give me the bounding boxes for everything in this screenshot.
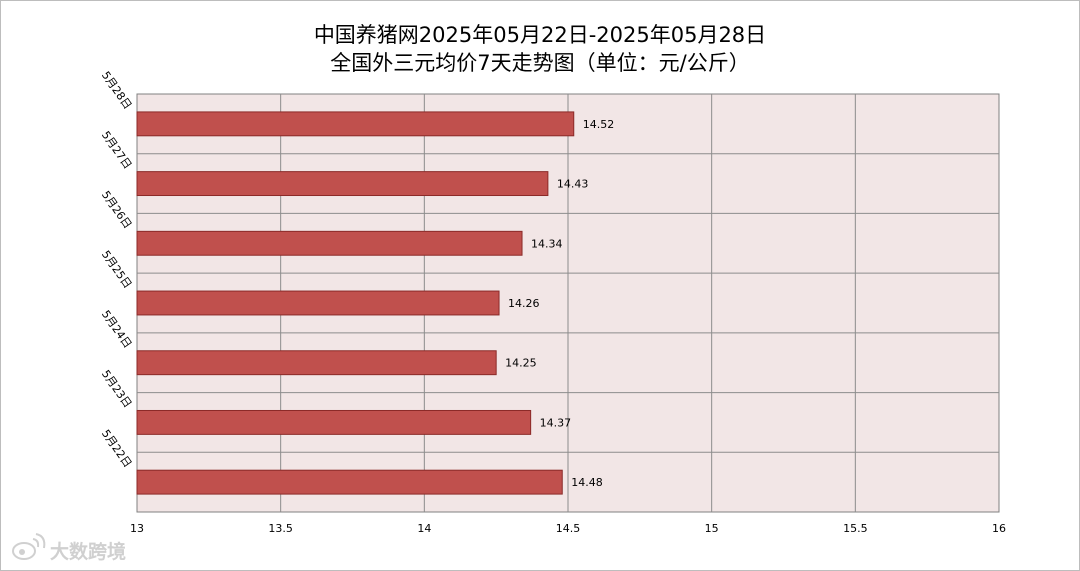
weibo-logo-icon [12,533,46,560]
bar-value-label: 14.34 [531,237,563,250]
bar [136,409,532,435]
bars [136,111,575,495]
x-axis-ticks: 13 13.5 14 14.5 15 15.5 16 [130,522,1006,535]
bar [136,469,563,495]
bar [136,350,497,376]
x-tick-label: 14 [417,522,431,535]
bar [136,171,549,197]
x-tick-label: 16 [992,522,1006,535]
watermark-text: 大数跨境 [50,540,126,563]
bar [136,230,523,256]
chart-title-line1: 中国养猪网2025年05月22日-2025年05月28日 [314,23,766,47]
bar [136,111,575,137]
bar-value-label: 14.25 [505,357,536,370]
bar-value-label: 14.37 [540,416,572,429]
x-tick-label: 15.5 [843,522,868,535]
bar-value-label: 14.43 [557,178,589,191]
chart-title-line2: 全国外三元均价7天走势图（单位：元/公斤） [330,51,749,75]
x-tick-label: 14.5 [556,522,581,535]
x-tick-label: 13 [130,522,144,535]
x-tick-label: 15 [705,522,719,535]
bar-value-label: 14.26 [508,297,540,310]
watermark: 大数跨境 [12,533,126,563]
data-labels: 14.52 14.43 14.34 14.26 14.25 14.37 14.48 [505,118,614,489]
bar-value-label: 14.52 [583,118,615,131]
bar-value-label: 14.48 [571,476,603,489]
x-tick-label: 13.5 [268,522,293,535]
bar [136,290,500,316]
